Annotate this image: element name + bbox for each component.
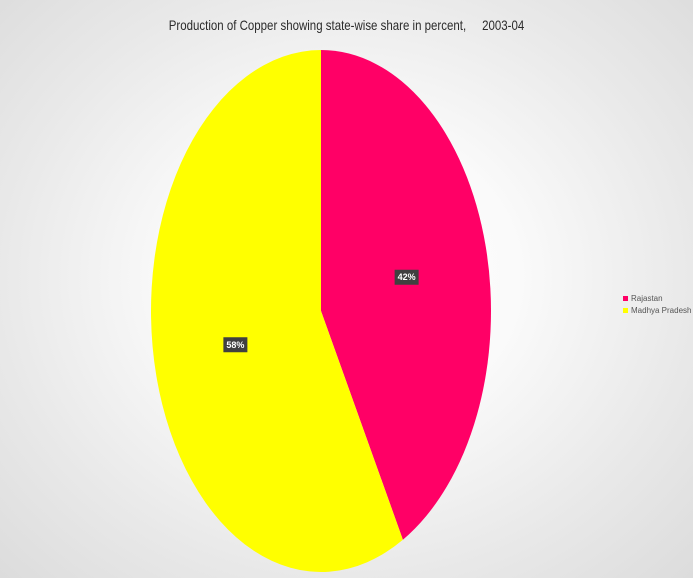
- legend-swatch-rajastan: [623, 295, 628, 301]
- data-label-rajastan: 42%: [398, 272, 416, 282]
- data-label-box-madhya-pradesh: [223, 337, 248, 353]
- chart-title: Production of Copper showing state-wise …: [168, 17, 525, 33]
- pie-slice-rajastan: [321, 50, 492, 540]
- legend: Rajastan Madhya Pradesh: [623, 292, 691, 316]
- pie-slice-madhya-pradesh: [151, 50, 403, 573]
- legend-item-rajastan: Rajastan: [623, 292, 691, 304]
- data-label-box-rajastan: [394, 269, 419, 285]
- legend-swatch-madhya-pradesh: [623, 307, 628, 313]
- legend-item-madhya-pradesh: Madhya Pradesh: [623, 304, 691, 316]
- legend-label-rajastan: Rajastan: [631, 293, 663, 303]
- data-label-madhya-pradesh: 58%: [226, 340, 244, 350]
- legend-label-madhya-pradesh: Madhya Pradesh: [631, 305, 692, 315]
